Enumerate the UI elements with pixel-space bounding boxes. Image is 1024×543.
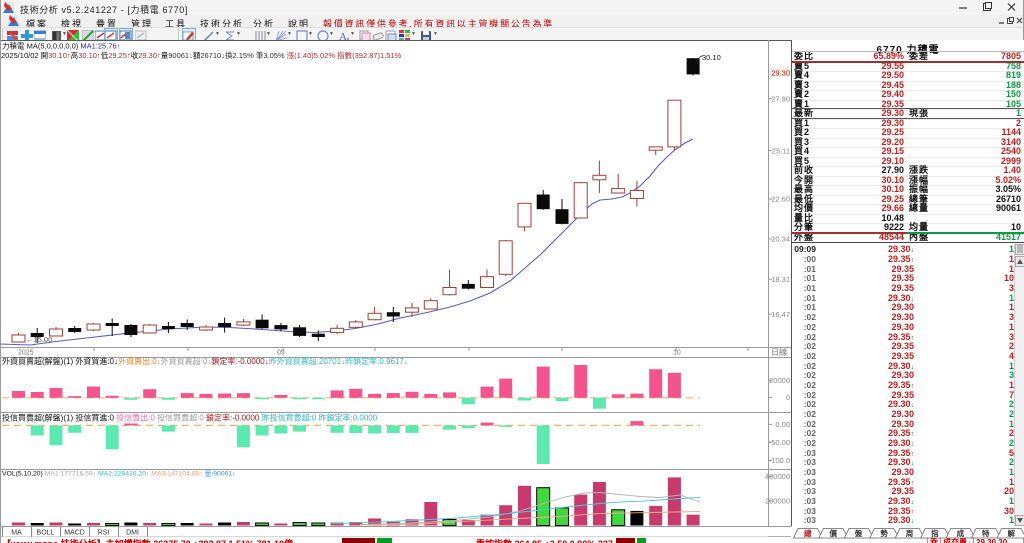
svg-text:日線: 日線 <box>771 347 787 357</box>
svg-text:400000: 400000 <box>765 472 790 481</box>
svg-text:總: 總 <box>804 528 812 538</box>
svg-text:2025/10/02 開30.10↑高30.10↑低29.2: 2025/10/02 開30.10↑高30.10↑低29.25↑收29.30↑量… <box>1 50 402 60</box>
svg-text:-100.0: -100.0 <box>769 456 790 465</box>
svg-text:指: 指 <box>931 528 939 538</box>
svg-text:-50.00: -50.00 <box>769 438 790 447</box>
svg-text:MA: MA <box>11 530 22 537</box>
svg-text:0.00: 0.00 <box>775 420 790 429</box>
svg-text:←15.00: ←15.00 <box>26 335 52 344</box>
svg-text:成: 成 <box>957 528 965 538</box>
svg-text:0: 0 <box>786 393 790 402</box>
svg-text:解: 解 <box>1008 528 1016 538</box>
svg-text:周: 周 <box>906 529 914 538</box>
svg-text:BOLL: BOLL <box>37 530 55 537</box>
svg-text:2025: 2025 <box>18 350 34 357</box>
svg-text:25.11: 25.11 <box>772 146 790 155</box>
svg-text:VOL(5,10,20) MA1:177716.59↓ MA: VOL(5,10,20) MA1:177716.59↓ MA2:228416.2… <box>2 470 236 478</box>
svg-text:力積電 MA(5,0,0,0,0,0) MA1:25.76↑: 力積電 MA(5,0,0,0,0,0) MA1:25.76↑ <box>2 41 120 51</box>
svg-text:價: 價 <box>828 528 837 538</box>
svg-text:27.90: 27.90 <box>771 94 790 103</box>
svg-text:MACD: MACD <box>64 530 85 537</box>
svg-text:10: 10 <box>673 350 681 357</box>
svg-text:盤: 盤 <box>854 528 863 538</box>
svg-text:22.60: 22.60 <box>771 195 790 204</box>
svg-text:16.47: 16.47 <box>771 310 790 319</box>
svg-text:A: A <box>339 31 347 42</box>
svg-text:外資買賣超(解盤)(1) 外資買進:0↓外資賣出:0↓外資買: 外資買賣超(解盤)(1) 外資買進:0↓外資賣出:0↓外資買賣超:0↓鎖定率:-… <box>2 356 408 366</box>
svg-text:20000: 20000 <box>769 376 790 385</box>
svg-text:勢: 勢 <box>880 528 888 538</box>
svg-text:20.34: 20.34 <box>771 235 790 244</box>
svg-text:200000: 200000 <box>765 497 790 506</box>
svg-text:29.30: 29.30 <box>771 68 790 77</box>
svg-text:09: 09 <box>277 350 285 357</box>
svg-text:RSI: RSI <box>98 530 110 537</box>
svg-text:18.31: 18.31 <box>771 275 790 284</box>
svg-text:特: 特 <box>982 528 990 538</box>
svg-text:30.10: 30.10 <box>702 53 721 62</box>
svg-text:投信買賣超(解盤)(1) 投信買進:0 投信賣出:0 投信買: 投信買賣超(解盤)(1) 投信買進:0 投信賣出:0 投信買賣超:0 鎖定率:-… <box>2 413 378 423</box>
svg-text:DMI: DMI <box>126 530 139 537</box>
